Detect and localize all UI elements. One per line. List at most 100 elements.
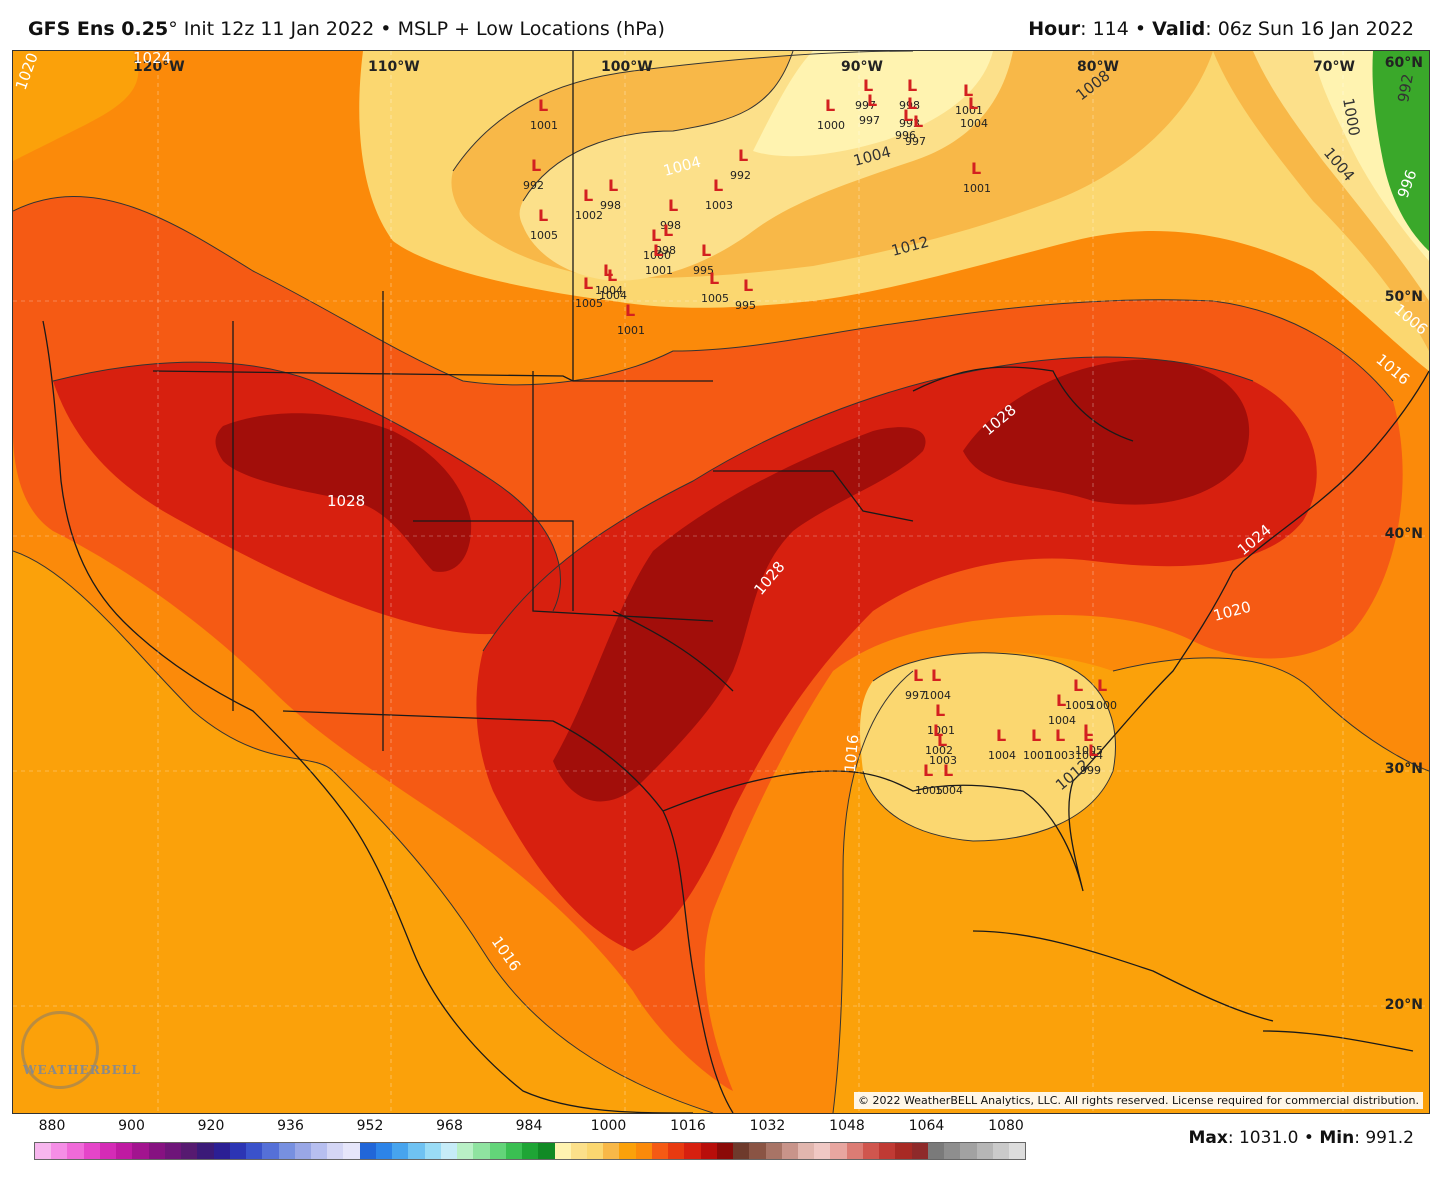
low-center-icon: L (1083, 721, 1093, 740)
legend-swatch (927, 1143, 945, 1159)
legend-swatch (635, 1143, 652, 1159)
init-time: Init 12z 11 Jan 2022 (183, 18, 375, 40)
pressure-map[interactable]: 120°W 110°W 100°W 90°W 80°W 70°W 1020 10… (12, 50, 1430, 1114)
low-pressure-value: 997 (905, 689, 926, 702)
low-center-icon: L (607, 266, 617, 285)
low-pressure-value: 1000 (817, 119, 845, 132)
map-title: GFS Ens 0.25° Init 12z 11 Jan 2022 • MSL… (28, 18, 665, 40)
low-center-icon: L (996, 726, 1006, 745)
low-pressure-value: 997 (859, 114, 880, 127)
low-pressure-value: 1005 (915, 784, 943, 797)
isobar-label: 1024 (133, 51, 171, 67)
legend-swatch (619, 1143, 636, 1159)
low-center-icon: L (923, 761, 933, 780)
legend-tick-label: 1080 (988, 1118, 1024, 1134)
low-center-icon: L (625, 301, 635, 320)
degree-symbol: ° (168, 18, 178, 40)
legend-swatch (700, 1143, 717, 1159)
low-center-icon: L (663, 221, 673, 240)
legend-swatch (862, 1143, 880, 1159)
low-center-icon: L (531, 156, 541, 175)
field-1016-south (13, 551, 713, 1113)
low-center-icon: L (1055, 726, 1065, 745)
stats-separator: • (1303, 1128, 1314, 1148)
low-pressure-value: 1001 (955, 104, 983, 117)
hour-label: Hour (1028, 18, 1081, 40)
low-pressure-value: 992 (730, 169, 751, 182)
field-1032-lakes (963, 359, 1250, 505)
title-separator: • (380, 18, 392, 40)
low-pressure-value: 1001 (645, 264, 673, 277)
low-center-icon: L (907, 76, 917, 95)
field-1032-west (215, 413, 472, 572)
low-center-icon: L (968, 94, 978, 113)
legend-swatch (278, 1143, 295, 1159)
low-pressure-value: 1003 (1047, 749, 1075, 762)
low-pressure-value: 1001 (927, 724, 955, 737)
low-center-icon: L (608, 176, 618, 195)
min-value: : 991.2 (1354, 1128, 1414, 1148)
legend-swatch (733, 1143, 750, 1159)
low-center-icon: L (538, 96, 548, 115)
legend-swatch (197, 1143, 214, 1159)
legend-swatch (294, 1143, 311, 1159)
legend-swatch (684, 1143, 701, 1159)
low-pressure-value: 997 (855, 99, 876, 112)
legend-swatch (505, 1143, 523, 1159)
low-pressure-value: 992 (523, 179, 544, 192)
legend-swatch (651, 1143, 669, 1159)
legend-swatch (310, 1143, 328, 1159)
legend-swatch (327, 1143, 344, 1159)
field-1000-north (753, 51, 993, 157)
low-pressure-value: 1004 (1075, 749, 1103, 762)
legend-swatch (895, 1143, 912, 1159)
low-pressure-value: 995 (735, 299, 756, 312)
legend-swatch (798, 1143, 815, 1159)
weatherbell-watermark: WEATHERBELL (23, 1063, 141, 1077)
legend-swatch (457, 1143, 474, 1159)
longitude-labels: 120°W 110°W 100°W 90°W 80°W 70°W (133, 59, 1355, 75)
low-center-icon: L (709, 269, 719, 288)
low-center-icon: L (867, 91, 877, 110)
low-pressure-value: 1005 (1075, 744, 1103, 757)
hour-value: : 114 (1080, 18, 1129, 40)
legend-swatch (846, 1143, 863, 1159)
legend-tick-label: 1000 (590, 1118, 627, 1134)
low-center-icon: L (603, 261, 613, 280)
legend-swatch (814, 1143, 831, 1159)
lon-label: 70°W (1313, 59, 1355, 75)
low-center-icon: L (937, 731, 947, 750)
legend-swatch (99, 1143, 117, 1159)
low-center-icon: L (1088, 741, 1098, 760)
low-center-icon: L (738, 146, 748, 165)
legend-swatch (343, 1143, 360, 1159)
legend-swatch (375, 1143, 393, 1159)
low-center-icon: L (903, 106, 913, 125)
legend-swatch (960, 1143, 977, 1159)
low-center-icon: L (935, 701, 945, 720)
low-center-icon: L (583, 274, 593, 293)
low-pressure-value: 1000 (643, 249, 671, 262)
legend-swatch (554, 1143, 571, 1159)
low-center-icon: L (931, 666, 941, 685)
low-center-icon: L (933, 721, 943, 740)
legend-swatch (716, 1143, 734, 1159)
low-pressure-value: 1004 (1048, 714, 1076, 727)
low-pressure-value: 1004 (988, 749, 1016, 762)
legend-swatch (992, 1143, 1010, 1159)
field-name: MSLP + Low Locations (hPa) (397, 18, 665, 40)
lat-label: 50°N (1384, 289, 1423, 305)
low-center-icon: L (713, 176, 723, 195)
low-center-icon: L (668, 196, 678, 215)
min-label: Min (1319, 1128, 1355, 1148)
legend-swatch (213, 1143, 230, 1159)
low-pressure-value: 993 (899, 117, 920, 130)
low-pressure-value: 1005 (530, 229, 558, 242)
legend-swatch (668, 1143, 685, 1159)
legend-swatch (181, 1143, 198, 1159)
low-pressure-value: 998 (600, 199, 621, 212)
low-pressure-value: 1004 (960, 117, 988, 130)
lon-label: 80°W (1077, 59, 1119, 75)
legend-swatch (229, 1143, 247, 1159)
lon-label: 90°W (841, 59, 883, 75)
